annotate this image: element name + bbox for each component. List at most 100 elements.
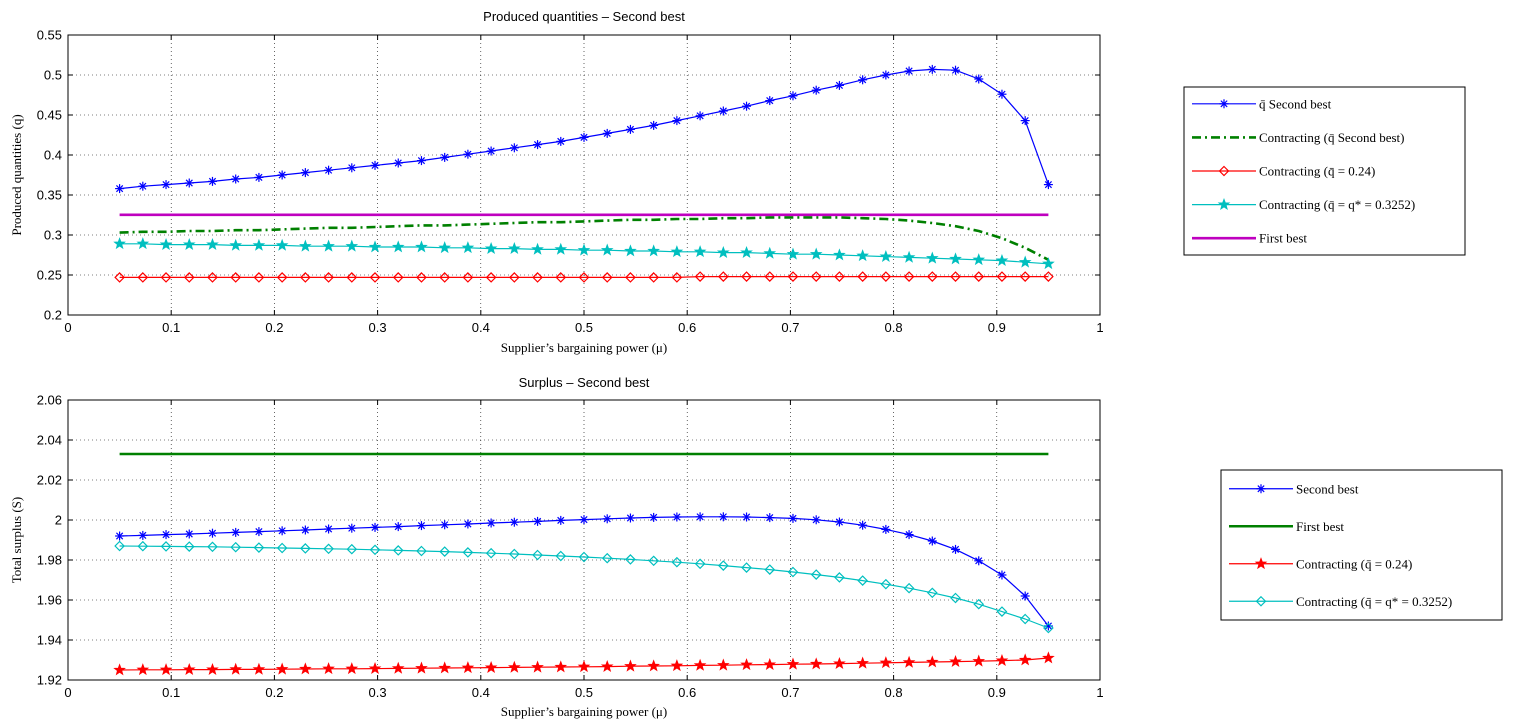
series-point xyxy=(415,661,428,674)
y-tick-label: 1.94 xyxy=(37,633,62,648)
series-point xyxy=(554,242,568,255)
series-point xyxy=(231,174,241,184)
series-point xyxy=(207,176,217,186)
series-point xyxy=(927,64,937,74)
series-point xyxy=(787,566,799,578)
series-point xyxy=(533,140,543,150)
series-point xyxy=(974,556,984,566)
series-point xyxy=(438,661,452,674)
legend-label: Contracting (q̄ Second best) xyxy=(1259,130,1405,145)
series-point xyxy=(439,546,451,557)
series-point xyxy=(254,527,264,537)
y-tick-label: 0.2 xyxy=(44,308,62,323)
series-2 xyxy=(113,651,1055,676)
quantities-ticks: 0 0.1 0.2 0.3 0.4 0.5 0.6 0.7 0.8 0.9 1 0.2 0.25 0.3 0… xyxy=(37,28,1104,336)
legend-entry: Contracting (q̄ Second best) xyxy=(1192,130,1405,145)
series-point xyxy=(579,515,589,525)
series-point xyxy=(624,659,637,672)
surplus-ylabel: Total surplus (S) xyxy=(9,497,24,583)
series-point xyxy=(997,570,1007,580)
series-point xyxy=(578,272,590,283)
series-point xyxy=(1020,116,1030,126)
series-point xyxy=(949,654,962,667)
series-point xyxy=(809,247,823,260)
legend-marker xyxy=(1255,595,1267,607)
series-point xyxy=(346,543,358,555)
series-point xyxy=(578,551,590,563)
series-point xyxy=(950,592,961,604)
series-point xyxy=(461,241,475,254)
series-point xyxy=(950,271,961,282)
series-point xyxy=(416,545,427,557)
x-tick-label: 0.1 xyxy=(162,320,180,335)
legend-entry: First best xyxy=(1229,519,1344,534)
series-point xyxy=(509,143,519,153)
series-point xyxy=(1018,653,1032,666)
x-tick-label: 0.2 xyxy=(265,685,283,700)
legend-entry: Contracting (q̄ = q* = 0.3252) xyxy=(1192,197,1415,212)
series-point xyxy=(322,239,335,252)
series-point xyxy=(925,251,939,264)
series-point xyxy=(182,662,196,675)
series-point xyxy=(276,542,288,554)
series-point xyxy=(230,541,242,553)
legend-entry: Contracting (q̄ = 0.24) xyxy=(1192,164,1375,179)
series-point xyxy=(949,252,962,265)
series-point xyxy=(277,170,287,180)
series-point xyxy=(370,160,380,170)
series-point xyxy=(486,518,496,528)
series-point xyxy=(787,271,799,282)
series-point xyxy=(486,146,496,156)
series-point xyxy=(392,545,404,556)
series-point xyxy=(810,569,822,580)
legend-marker xyxy=(1256,484,1266,494)
series-point xyxy=(625,272,636,283)
series-point xyxy=(857,271,868,282)
x-tick-label: 0.2 xyxy=(265,320,283,335)
series-point xyxy=(300,168,310,178)
series-point xyxy=(207,541,218,553)
series-line xyxy=(119,545,1049,629)
series-point xyxy=(695,111,705,121)
x-tick-label: 0.7 xyxy=(781,685,799,700)
series-point xyxy=(275,238,289,251)
series-point xyxy=(625,513,635,523)
series-point xyxy=(347,523,357,533)
series-point xyxy=(879,656,893,669)
series-point xyxy=(742,101,752,111)
series-1 xyxy=(119,216,1049,261)
legend-marker xyxy=(1254,557,1268,570)
series-point xyxy=(740,658,753,671)
series-point xyxy=(161,180,171,190)
surplus-title: Surplus – Second best xyxy=(519,375,650,390)
series-line xyxy=(119,216,1049,261)
legend-entry: Contracting (q̄ = q* = 0.3252) xyxy=(1229,594,1452,609)
y-tick-label: 2.06 xyxy=(37,393,62,408)
series-point xyxy=(972,654,986,667)
legend-box xyxy=(1220,469,1503,621)
series-point xyxy=(694,271,706,282)
quantities-ylabel: Produced quantities (q) xyxy=(9,114,24,235)
series-0 xyxy=(115,64,1053,194)
series-point xyxy=(904,530,914,540)
series-point xyxy=(462,547,474,558)
series-point xyxy=(345,662,359,675)
series-point xyxy=(693,245,707,258)
series-point xyxy=(858,75,868,85)
series-point xyxy=(833,656,846,669)
series-point xyxy=(741,562,752,573)
y-tick-label: 0.3 xyxy=(44,228,62,243)
series-point xyxy=(1043,180,1053,190)
series-point xyxy=(113,237,126,250)
legend-entry: q̄ Second best xyxy=(1192,96,1332,111)
series-point xyxy=(670,659,684,672)
series-point xyxy=(115,184,125,194)
x-tick-label: 1 xyxy=(1096,320,1103,335)
series-point xyxy=(440,520,450,530)
series-point xyxy=(114,272,125,283)
x-tick-label: 0.8 xyxy=(885,320,903,335)
x-tick-label: 0.3 xyxy=(369,320,387,335)
series-point xyxy=(694,558,706,570)
series-point xyxy=(974,74,984,84)
